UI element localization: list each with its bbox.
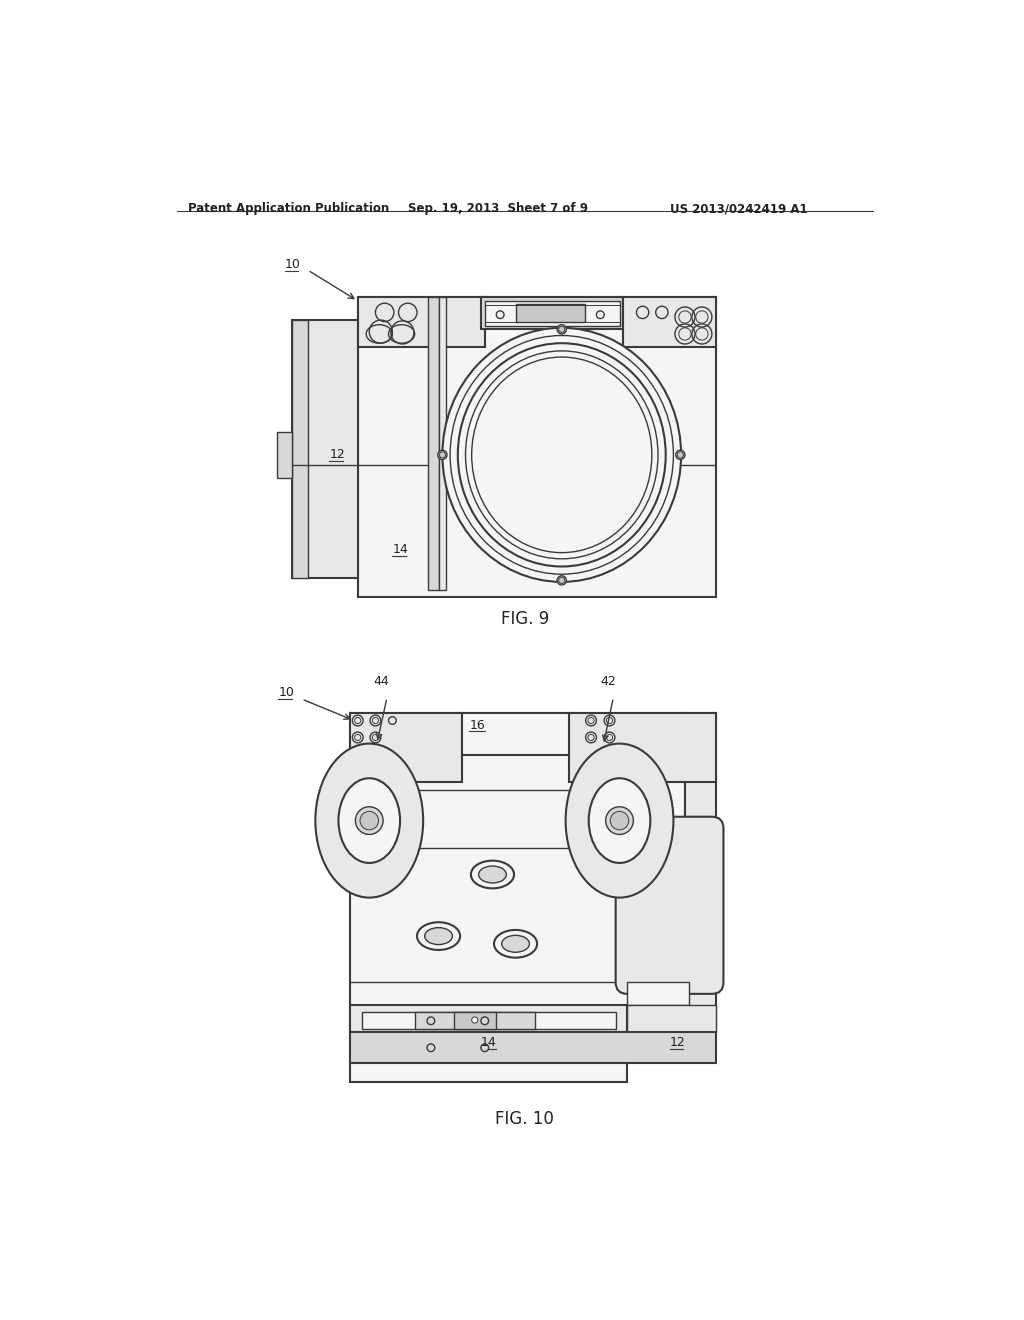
Bar: [462, 713, 569, 755]
Bar: [350, 1063, 628, 1082]
Ellipse shape: [565, 743, 674, 898]
Circle shape: [677, 451, 683, 458]
Circle shape: [360, 812, 379, 830]
Text: 14: 14: [480, 1036, 497, 1049]
Bar: [361, 1011, 615, 1028]
Circle shape: [610, 812, 629, 830]
Bar: [481, 297, 624, 330]
Circle shape: [557, 576, 566, 585]
Bar: [438, 297, 446, 590]
Ellipse shape: [417, 923, 460, 950]
Bar: [357, 297, 716, 597]
Ellipse shape: [471, 861, 514, 888]
Circle shape: [481, 1044, 488, 1052]
Bar: [685, 713, 716, 1032]
Bar: [484, 301, 620, 326]
Ellipse shape: [494, 929, 538, 958]
Text: Patent Application Publication: Patent Application Publication: [188, 202, 389, 215]
Text: FIG. 9: FIG. 9: [501, 610, 549, 628]
Bar: [428, 297, 438, 590]
Bar: [292, 321, 307, 578]
Ellipse shape: [339, 779, 400, 863]
Circle shape: [559, 326, 565, 333]
Bar: [628, 982, 689, 1006]
Circle shape: [438, 450, 447, 459]
Ellipse shape: [425, 928, 453, 945]
Text: 44: 44: [374, 675, 389, 688]
Bar: [350, 713, 685, 1032]
Text: 14: 14: [392, 543, 409, 556]
Bar: [350, 1032, 716, 1063]
Ellipse shape: [315, 743, 423, 898]
Ellipse shape: [502, 936, 529, 952]
Circle shape: [557, 325, 566, 334]
Ellipse shape: [442, 327, 681, 582]
Bar: [569, 713, 716, 781]
Circle shape: [605, 807, 634, 834]
Text: 16: 16: [469, 718, 485, 731]
Bar: [276, 432, 292, 478]
Circle shape: [481, 1016, 488, 1024]
Bar: [515, 304, 585, 322]
Text: US 2013/0242419 A1: US 2013/0242419 A1: [670, 202, 807, 215]
Text: 10: 10: [279, 686, 294, 700]
Ellipse shape: [589, 779, 650, 863]
Text: 10: 10: [285, 259, 300, 271]
Circle shape: [676, 450, 685, 459]
Circle shape: [427, 1044, 435, 1052]
Bar: [628, 1006, 716, 1032]
Text: FIG. 10: FIG. 10: [496, 1110, 554, 1129]
Bar: [416, 1011, 535, 1028]
Circle shape: [355, 807, 383, 834]
Ellipse shape: [478, 866, 506, 883]
Circle shape: [472, 1016, 478, 1023]
Text: 42: 42: [600, 675, 615, 688]
Text: 12: 12: [670, 1036, 685, 1049]
Bar: [350, 713, 462, 781]
Circle shape: [439, 451, 445, 458]
Bar: [350, 1006, 628, 1032]
Bar: [357, 297, 484, 347]
Text: 12: 12: [330, 449, 345, 462]
Bar: [292, 321, 357, 578]
Circle shape: [559, 577, 565, 583]
FancyBboxPatch shape: [615, 817, 724, 994]
Circle shape: [427, 1016, 435, 1024]
Text: Sep. 19, 2013  Sheet 7 of 9: Sep. 19, 2013 Sheet 7 of 9: [408, 202, 588, 215]
Bar: [624, 297, 716, 347]
Bar: [454, 1011, 497, 1028]
